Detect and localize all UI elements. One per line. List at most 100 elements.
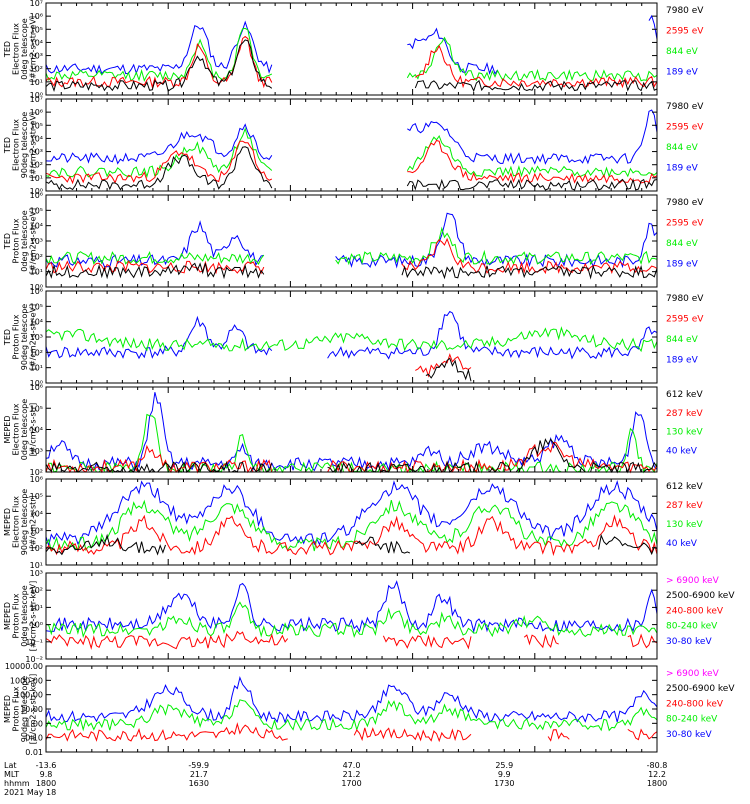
series-4-line <box>45 39 658 93</box>
legend-entry: > 6900 keV <box>666 576 720 586</box>
footer-value: 25.9 <box>495 761 513 770</box>
series-1-line <box>45 310 658 360</box>
footer-value: 9.8 <box>40 770 53 779</box>
y-axis-label: Electron Flux <box>12 23 21 75</box>
legend-entry: > 6900 keV <box>666 669 720 679</box>
y-tick-label: 10² <box>30 348 43 357</box>
y-tick-label: 10¹ <box>30 78 43 87</box>
series-1-line <box>45 392 658 472</box>
y-tick-label: 10¹ <box>30 268 43 277</box>
footer-value: 1800 <box>647 779 667 788</box>
legend-entry: 30-80 keV <box>666 730 712 740</box>
series-1-line <box>45 580 658 634</box>
y-tick-label: 10⁴ <box>30 38 43 47</box>
footer-value: -80.8 <box>647 761 668 770</box>
y-axis-label: [#/cm2-s-str-eV] <box>29 208 38 274</box>
y-tick-label: 10¹ <box>30 174 43 183</box>
y-tick-label: 0.01 <box>25 748 43 757</box>
series-1-line <box>45 14 658 75</box>
y-tick-label: 10³ <box>30 237 43 246</box>
y-tick-label: 10⁷ <box>30 0 43 8</box>
y-axis-label: 90deg telescope <box>20 304 29 371</box>
legend-entry: 844 eV <box>666 47 699 57</box>
y-tick-label: 10² <box>30 544 43 553</box>
y-tick-label: 10⁻² <box>25 655 43 664</box>
legend-entry: 40 keV <box>666 446 698 456</box>
footer-value: 9.9 <box>498 770 511 779</box>
y-axis-label: Electron Flux <box>12 403 21 455</box>
legend-entry: 80-240 keV <box>666 715 718 725</box>
y-axis-label: 90deg telescope <box>20 112 29 179</box>
footer-value: 1800 <box>36 779 56 788</box>
y-axis-label: TED <box>3 41 12 58</box>
panel-8: 0.01 0.10 1.00 10.00 100.00 1000.00 10000.00 ME… <box>3 662 735 757</box>
footer-value: -13.6 <box>36 761 57 770</box>
series-3-line <box>45 35 658 89</box>
series-4-line <box>45 262 658 280</box>
y-axis-label: [#/cm2-s-str-keV] <box>29 674 38 745</box>
y-tick-label: 10⁵ <box>30 206 43 215</box>
footer-value: -59.9 <box>188 761 209 770</box>
y-tick-label: 10.00 <box>20 705 43 714</box>
y-tick-label: 10⁻¹ <box>25 638 43 647</box>
y-tick-label: 10³ <box>30 148 43 157</box>
y-axis-label: Proton Flux <box>12 686 21 731</box>
legend-entry: 2500-6900 keV <box>666 591 735 601</box>
y-tick-label: 10000.00 <box>5 662 43 671</box>
y-axis-label: 0deg telescope <box>20 399 29 460</box>
y-tick-label: 10⁵ <box>30 25 43 34</box>
y-axis-label: 0deg telescope <box>20 210 29 271</box>
y-axis-label: 90deg telescope <box>20 489 29 556</box>
legend-entry: 240-800 keV <box>666 699 724 709</box>
y-axis-label: MEPED <box>3 602 12 630</box>
y-tick-label: 100.00 <box>15 691 43 700</box>
y-axis-label: MEPED <box>3 508 12 536</box>
legend-entry: 40 keV <box>666 539 698 549</box>
footer-value: 1630 <box>189 779 209 788</box>
series-2-line <box>45 699 658 732</box>
y-tick-label: 10³ <box>30 333 43 342</box>
y-tick-label: 10³ <box>30 527 43 536</box>
y-tick-label: 10¹ <box>30 561 43 570</box>
footer-row-label: MLT <box>4 770 19 779</box>
y-tick-label: 10⁶ <box>30 12 43 21</box>
y-tick-label: 10⁵ <box>30 404 43 413</box>
legend-entry: 130 keV <box>666 428 703 438</box>
y-axis-label: MEPED <box>3 695 12 723</box>
legend-entry: 287 keV <box>666 501 703 511</box>
legend-entry: 2595 eV <box>666 123 704 133</box>
y-tick-label: 10² <box>30 65 43 74</box>
y-tick-label: 10⁶ <box>30 287 43 296</box>
legend-entry: 30-80 keV <box>666 637 712 647</box>
y-axis-label: [#/cm2-s-str-eV] <box>29 112 38 178</box>
y-tick-label: 10³ <box>30 52 43 61</box>
legend-entry: 189 eV <box>666 164 699 174</box>
y-axis-label: MEPED <box>3 416 12 444</box>
y-axis-label: Electron Flux <box>12 496 21 548</box>
y-axis-label: Electron Flux <box>12 119 21 171</box>
y-tick-label: 10⁴ <box>30 134 43 143</box>
series-2-line <box>45 601 658 638</box>
y-tick-label: 10⁵ <box>30 302 43 311</box>
y-axis-label: Proton Flux <box>12 314 21 359</box>
panel-2: 10⁰ 10¹ 10² 10³ 10⁴ 10⁵ 10⁶ 10⁷ TED Electron Flux… <box>3 95 704 196</box>
y-tick-label: 10⁵ <box>30 492 43 501</box>
panel-1: 10⁰ 10¹ 10² 10³ 10⁴ 10⁵ 10⁶ 10⁷ TED Electron Flux… <box>3 0 704 100</box>
y-tick-label: 10⁴ <box>30 318 43 327</box>
series-4-line <box>45 146 658 191</box>
legend-entry: 612 keV <box>666 390 703 400</box>
legend-entry: 7980 eV <box>666 102 704 112</box>
y-tick-label: 10⁶ <box>30 475 43 484</box>
series-4-line <box>425 357 472 382</box>
footer-value: 47.0 <box>343 761 361 770</box>
y-axis-label: [#/cm2-s-str-eV] <box>29 16 38 82</box>
series-2-line <box>45 127 658 179</box>
y-tick-label: 10⁰ <box>30 187 43 196</box>
footer-value: 21.2 <box>343 770 361 779</box>
legend-entry: 189 eV <box>666 356 699 366</box>
y-axis-label: [#/cm2-s-str-eV] <box>29 304 38 370</box>
y-axis-label: 90deg telescope <box>20 676 29 743</box>
series-3-line <box>415 353 472 378</box>
